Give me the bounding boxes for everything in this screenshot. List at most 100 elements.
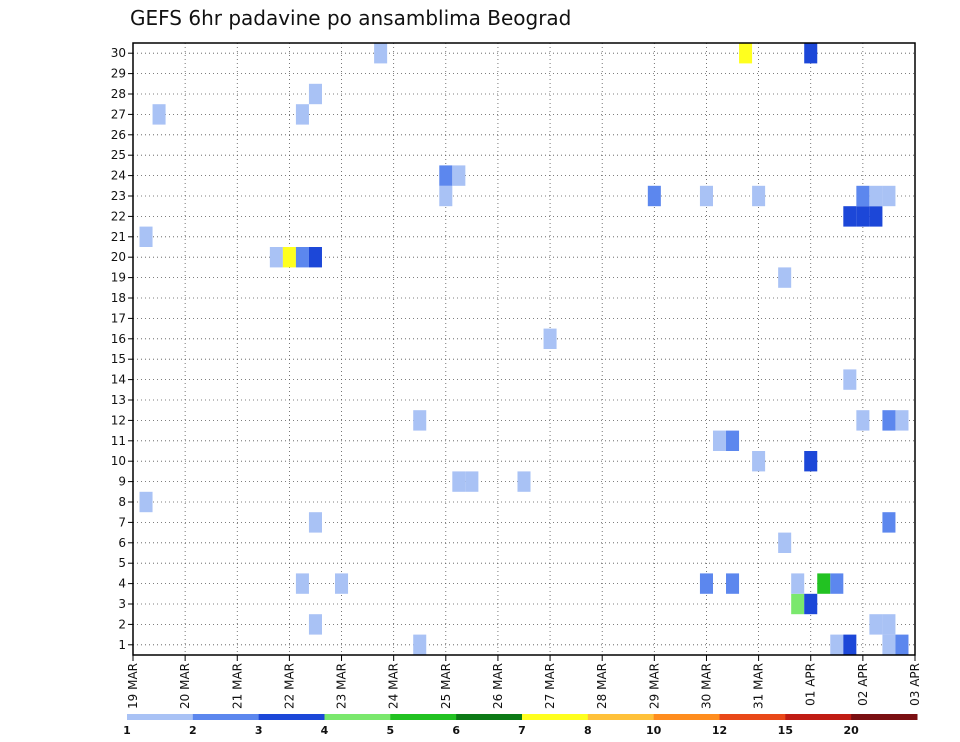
precip-cell (308, 614, 322, 635)
precip-cell (804, 593, 818, 615)
precip-cell (543, 328, 557, 349)
precip-cell (752, 185, 766, 207)
precip-cell (308, 512, 322, 533)
precip-cell (452, 471, 466, 492)
precip-cell (282, 247, 296, 268)
precip-cell (517, 471, 531, 492)
y-tick-label: 28 (111, 87, 126, 101)
precip-cell (152, 104, 166, 125)
precip-cell (778, 267, 792, 288)
colorbar-label: 6 (452, 724, 460, 737)
precip-cell (739, 43, 753, 64)
precip-cell (439, 185, 453, 207)
y-tick-label: 13 (111, 393, 126, 407)
x-tick-label: 24 MAR (387, 663, 401, 709)
y-tick-label: 6 (118, 536, 126, 550)
precip-cell (882, 185, 896, 207)
precip-cell (895, 410, 909, 431)
colorbar-label: 20 (844, 724, 860, 737)
precip-cell (439, 165, 453, 186)
y-tick-label: 11 (111, 434, 126, 448)
colorbar-label: 7 (518, 724, 526, 737)
y-axis-ticks: 1234567891011121314151617181920212223242… (111, 46, 133, 652)
y-tick-label: 10 (111, 454, 126, 468)
x-tick-label: 20 MAR (178, 663, 192, 709)
y-tick-label: 1 (118, 638, 126, 652)
colorbar-segment (390, 714, 457, 720)
precip-cell (452, 165, 466, 186)
y-tick-label: 20 (111, 250, 126, 264)
y-tick-label: 7 (118, 515, 126, 529)
colorbar-label: 2 (189, 724, 197, 737)
colorbar-segment (127, 714, 194, 720)
precip-cell (882, 634, 896, 655)
y-tick-label: 26 (111, 128, 126, 142)
y-tick-label: 14 (111, 373, 126, 387)
colorbar-label: 15 (778, 724, 793, 737)
y-tick-label: 29 (111, 67, 126, 81)
x-tick-label: 03 APR (908, 663, 922, 706)
precip-cell (791, 573, 805, 594)
precip-cell (726, 573, 740, 594)
colorbar-segment (719, 714, 786, 720)
x-tick-label: 19 MAR (126, 663, 140, 709)
precip-cell (712, 430, 727, 451)
precip-cell (752, 451, 766, 472)
colorbar-label: 10 (646, 724, 662, 737)
x-tick-label: 25 MAR (439, 663, 453, 709)
precip-cell (856, 185, 870, 207)
colorbar-label: 12 (712, 724, 727, 737)
precip-cell (778, 532, 792, 553)
precip-cell (856, 410, 870, 431)
colorbar-segment (653, 714, 720, 720)
precip-cell (139, 226, 153, 247)
x-tick-label: 27 MAR (543, 663, 557, 709)
precip-cell (843, 634, 857, 655)
colorbar-segment (851, 714, 918, 720)
x-tick-label: 28 MAR (595, 663, 609, 709)
x-tick-label: 21 MAR (230, 663, 244, 709)
precip-cell (308, 247, 322, 268)
precip-cell (882, 512, 896, 533)
precip-cell (465, 471, 479, 492)
colorbar-segment (587, 714, 655, 720)
precip-cell (791, 593, 805, 615)
precip-cell (843, 369, 857, 390)
precip-cell (830, 634, 844, 655)
y-tick-label: 8 (118, 495, 126, 509)
colorbar-label: 8 (584, 724, 592, 737)
precip-cell (413, 410, 427, 431)
grid-lines (132, 43, 916, 655)
y-tick-label: 27 (111, 107, 126, 121)
colorbar-segment (456, 714, 523, 720)
y-tick-label: 23 (111, 189, 126, 203)
precip-cell (804, 43, 818, 64)
colorbar-segment (522, 714, 589, 720)
y-tick-label: 22 (111, 209, 126, 223)
colorbar-label: 3 (255, 724, 263, 737)
precipitation-cells (139, 43, 909, 655)
y-tick-label: 30 (111, 46, 126, 60)
y-tick-label: 24 (111, 169, 126, 183)
precip-cell (413, 634, 427, 655)
precip-cell (882, 614, 896, 635)
y-tick-label: 18 (111, 291, 126, 305)
y-tick-label: 19 (111, 271, 126, 285)
y-tick-label: 9 (118, 475, 126, 489)
y-tick-label: 5 (118, 556, 126, 570)
x-tick-label: 01 APR (804, 663, 818, 706)
precip-cell (869, 614, 883, 635)
colorbar-label: 1 (123, 724, 131, 737)
precip-cell (882, 410, 896, 431)
colorbar: 1 2 3 4 5 6 7 8 10 12 15 20 (123, 714, 918, 737)
precip-cell (869, 206, 883, 227)
y-tick-label: 4 (118, 577, 126, 591)
precip-cell (699, 573, 713, 594)
y-tick-label: 17 (111, 311, 126, 325)
y-tick-label: 25 (111, 148, 126, 162)
x-tick-label: 22 MAR (282, 663, 296, 709)
x-tick-label: 30 MAR (699, 663, 713, 709)
y-tick-label: 16 (111, 332, 126, 346)
colorbar-label: 5 (387, 724, 395, 737)
precip-cell (295, 104, 309, 125)
